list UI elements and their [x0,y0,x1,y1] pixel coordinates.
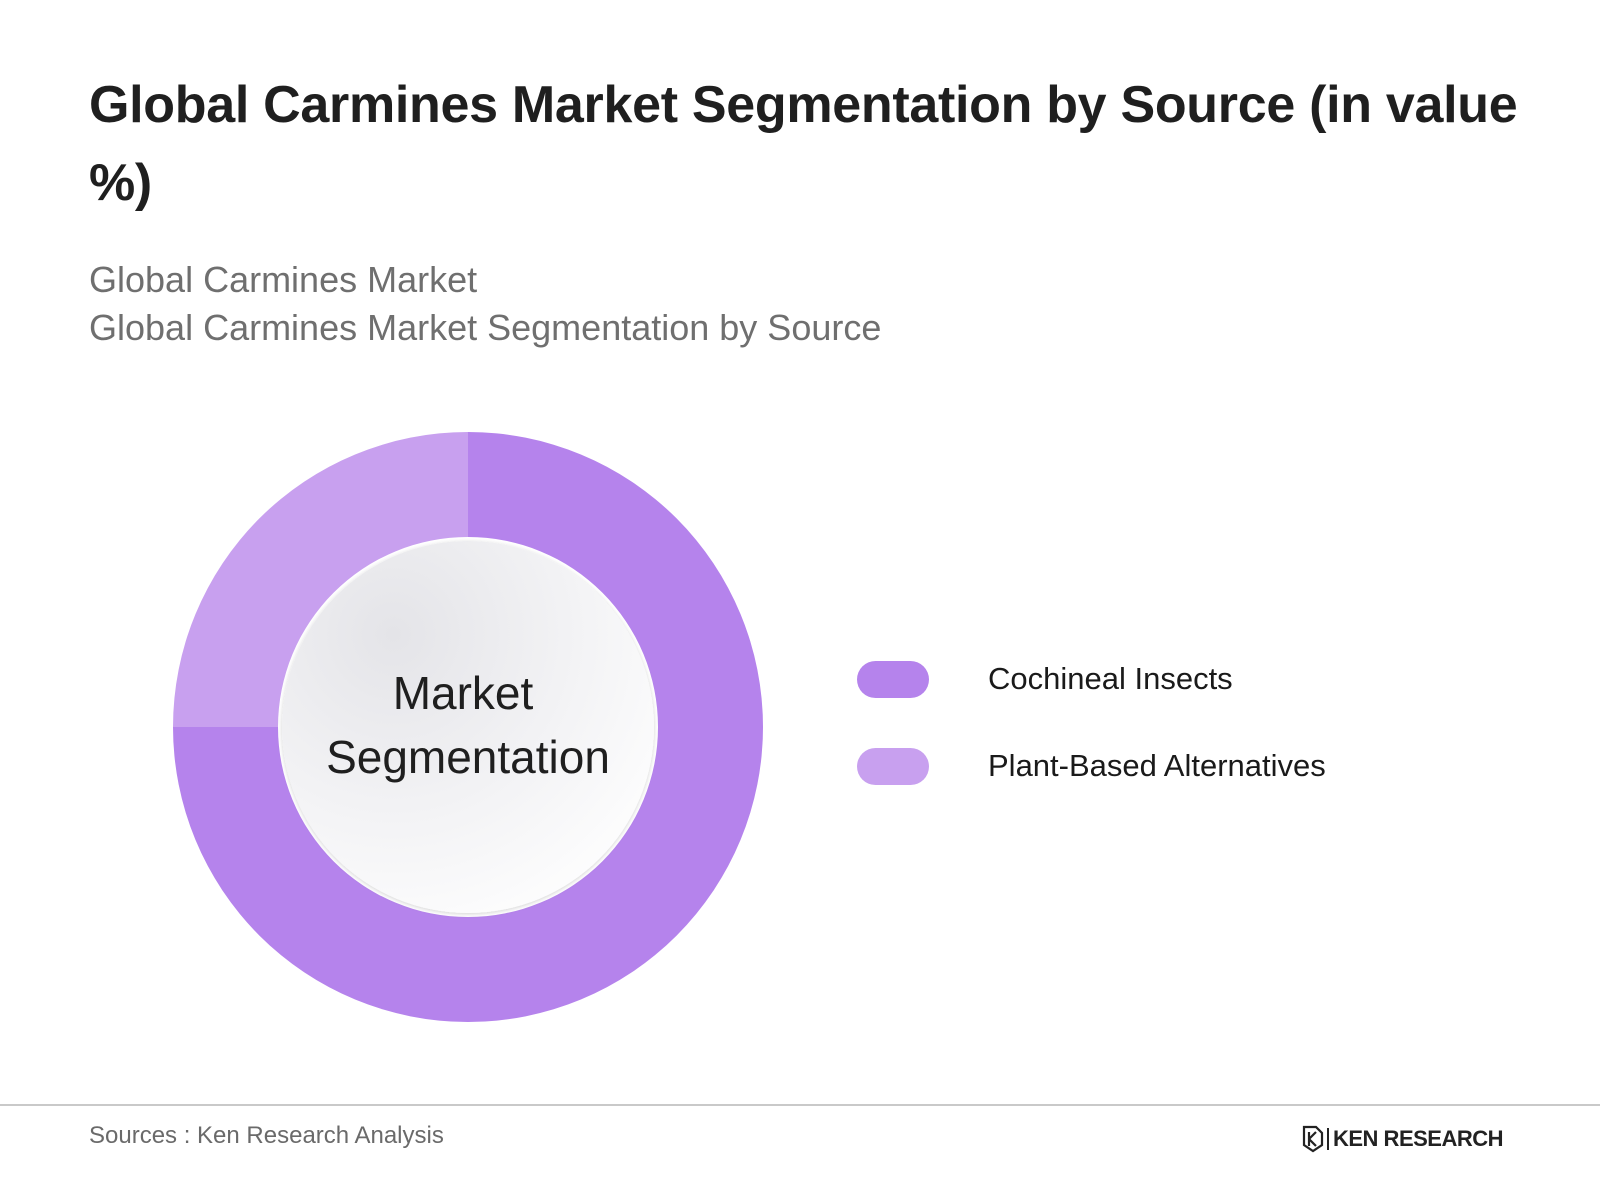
legend-label-plant-based-alternatives: Plant-Based Alternatives [988,748,1326,783]
legend-swatch-plant-based-alternatives [857,748,929,785]
donut-chart: Market Segmentation [173,432,763,1022]
donut-center-label-line1: Market [393,667,534,719]
ken-research-logo-icon [1302,1125,1324,1153]
brand-name: KEN RESEARCH [1333,1126,1504,1151]
chart-subtitle-market: Global Carmines Market [89,259,478,300]
brand-separator [1327,1128,1329,1150]
donut-slice-cochineal-insects [173,432,763,1022]
donut-center-label-line2: Segmentation [326,731,610,783]
donut-slices [173,432,763,1022]
brand-logo: KEN RESEARCH [1302,1124,1504,1154]
chart-subtitle-segmentation: Global Carmines Market Segmentation by S… [89,307,882,348]
footer-divider [0,1104,1600,1106]
source-note: Sources : Ken Research Analysis [89,1122,444,1149]
legend-label-cochineal-insects: Cochineal Insects [988,661,1233,696]
legend-swatch-cochineal-insects [857,661,929,698]
donut-slice-plant-based-alternatives [173,432,468,727]
chart-title: Global Carmines Market Segmentation by S… [89,76,1518,212]
donut-center-disc [282,541,654,913]
